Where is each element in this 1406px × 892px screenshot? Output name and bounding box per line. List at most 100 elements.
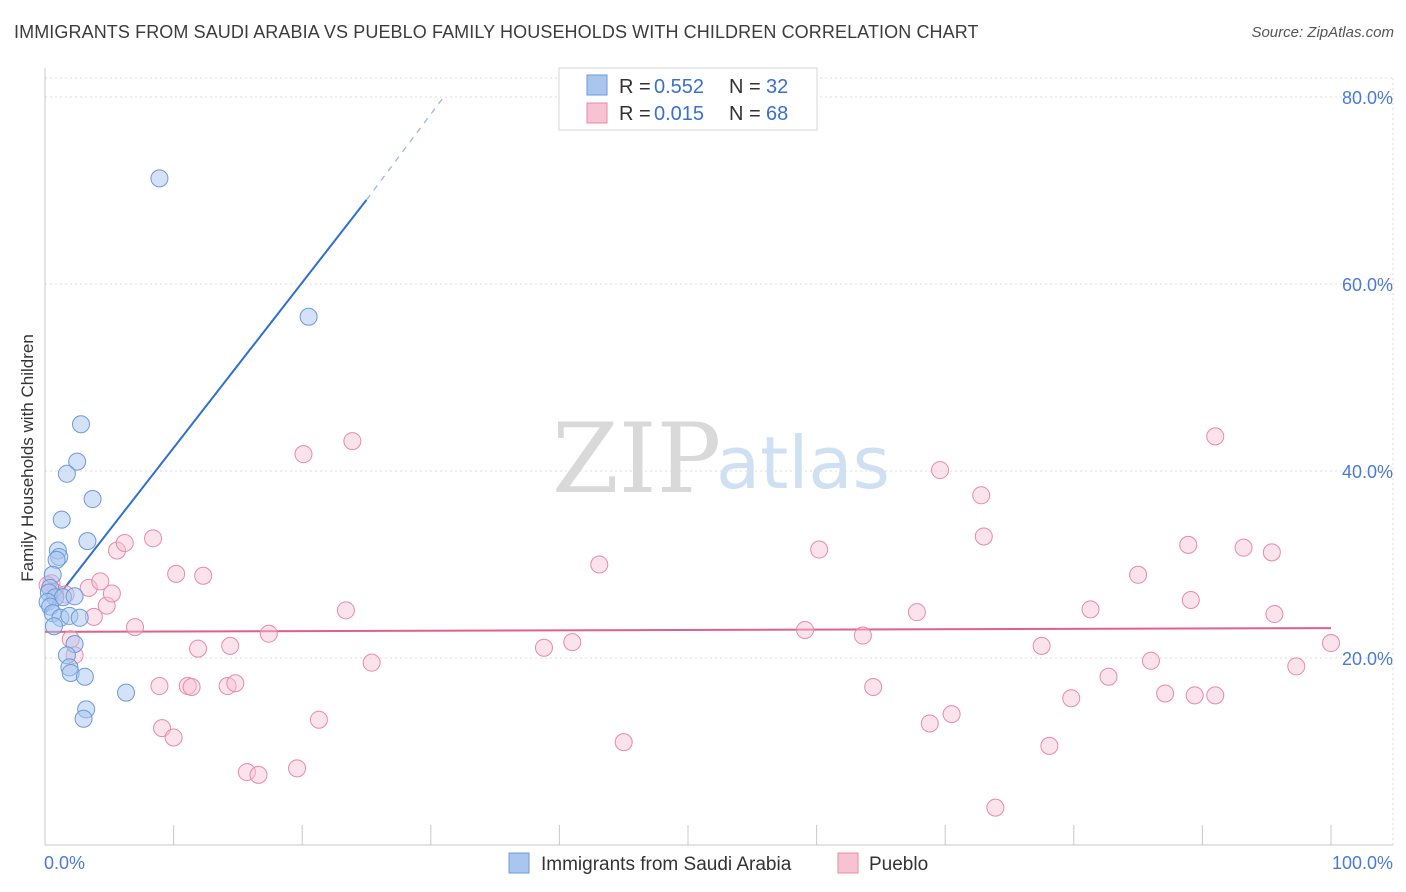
point-pueblo-13 <box>144 529 163 548</box>
point-pueblo-31 <box>336 601 355 620</box>
data-points <box>38 169 1340 817</box>
point-pueblo-54 <box>1129 565 1148 584</box>
point-pueblo-8 <box>97 596 116 615</box>
source-credit: Source: ZipAtlas.com <box>1251 24 1394 41</box>
point-pueblo-37 <box>614 733 633 752</box>
point-pueblo-43 <box>920 714 939 733</box>
point-saudi-arabia-7 <box>78 532 97 551</box>
point-pueblo-55 <box>1141 651 1160 670</box>
point-pueblo-30 <box>309 710 328 729</box>
point-saudi-arabia-3 <box>68 452 87 471</box>
point-pueblo-42 <box>907 603 926 622</box>
point-saudi-arabia-4 <box>57 464 76 483</box>
point-pueblo-50 <box>1040 736 1059 755</box>
watermark-zip: ZIP <box>552 403 721 515</box>
point-pueblo-29 <box>294 445 313 464</box>
point-pueblo-36 <box>590 555 609 574</box>
y-tick-label-80: 80.0% <box>1342 88 1393 108</box>
point-pueblo-44 <box>931 461 950 480</box>
point-pueblo-10 <box>108 541 127 560</box>
legend-swatch-pink <box>586 102 608 124</box>
point-pueblo-17 <box>167 564 186 583</box>
point-saudi-arabia-5 <box>83 490 102 509</box>
series-legend-label-pueblo: Pueblo <box>869 854 928 875</box>
point-pueblo-58 <box>1181 591 1200 610</box>
point-pueblo-40 <box>853 626 872 645</box>
point-pueblo-49 <box>1032 636 1051 655</box>
series-legend-swatch-blue <box>508 852 530 874</box>
correlation-legend: R = 0.552 N = 32 R = 0.015 N = 68 <box>558 67 818 131</box>
point-pueblo-39 <box>810 540 829 559</box>
point-pueblo-23 <box>221 636 240 655</box>
point-pueblo-11 <box>115 533 134 552</box>
legend-n-label-2: N = <box>729 103 761 125</box>
legend-r-label-1: R = <box>619 76 651 98</box>
point-saudi-arabia-2 <box>72 415 91 434</box>
legend-n-label-1: N = <box>729 76 761 98</box>
trend-line-pueblo <box>44 627 1332 633</box>
point-pueblo-16 <box>164 728 183 747</box>
point-saudi-arabia-16 <box>65 587 84 606</box>
legend-n-value-2: 68 <box>766 103 788 125</box>
point-pueblo-63 <box>1262 543 1281 562</box>
point-pueblo-62 <box>1234 538 1253 557</box>
point-saudi-arabia-6 <box>52 510 71 529</box>
y-tick-label-60: 60.0% <box>1342 275 1393 295</box>
legend-r-label-2: R = <box>619 103 651 125</box>
point-pueblo-56 <box>1156 684 1175 703</box>
x-tick-label-max: 100.0% <box>1332 853 1393 873</box>
point-pueblo-48 <box>986 798 1005 817</box>
point-pueblo-65 <box>1287 657 1306 676</box>
point-pueblo-35 <box>563 633 582 652</box>
point-pueblo-34 <box>534 638 553 657</box>
point-saudi-arabia-29 <box>117 683 136 702</box>
point-pueblo-20 <box>189 639 208 658</box>
chart-title: IMMIGRANTS FROM SAUDI ARABIA VS PUEBLO F… <box>14 22 979 42</box>
point-pueblo-32 <box>343 432 362 451</box>
point-saudi-arabia-23 <box>45 617 64 636</box>
point-pueblo-52 <box>1081 600 1100 619</box>
point-pueblo-24 <box>226 674 245 693</box>
point-pueblo-38 <box>796 620 815 639</box>
y-tick-label-20: 20.0% <box>1342 649 1393 669</box>
point-pueblo-12 <box>126 618 145 637</box>
point-pueblo-25 <box>237 763 256 782</box>
point-saudi-arabia-0 <box>150 169 169 188</box>
legend-r-value-2: 0.015 <box>654 103 704 125</box>
point-pueblo-46 <box>972 486 991 505</box>
point-pueblo-33 <box>362 653 381 672</box>
point-saudi-arabia-31 <box>74 709 93 728</box>
trend-lines <box>44 96 1332 633</box>
y-tick-label-40: 40.0% <box>1342 462 1393 482</box>
point-pueblo-7 <box>91 572 110 591</box>
point-pueblo-53 <box>1099 667 1118 686</box>
point-pueblo-66 <box>1322 634 1340 653</box>
series-legend: Immigrants from Saudi Arabia Pueblo <box>508 852 928 875</box>
point-pueblo-59 <box>1185 686 1204 705</box>
trend-line-saudi-arabia-extension <box>365 96 445 201</box>
axes: 20.0% 40.0% 60.0% 80.0% <box>44 68 1393 846</box>
point-pueblo-14 <box>150 677 169 696</box>
point-saudi-arabia-22 <box>70 608 89 627</box>
point-pueblo-21 <box>194 566 213 585</box>
y-axis-title: Family Households with Children <box>18 334 37 582</box>
legend-swatch-blue <box>586 74 608 96</box>
series-legend-swatch-pink <box>837 852 859 874</box>
point-pueblo-41 <box>864 677 883 696</box>
point-saudi-arabia-28 <box>75 667 94 686</box>
point-pueblo-57 <box>1179 535 1198 554</box>
legend-r-value-1: 0.552 <box>654 76 704 98</box>
trend-line-saudi-arabia <box>44 199 368 614</box>
legend-n-value-1: 32 <box>766 76 788 98</box>
point-pueblo-9 <box>102 584 121 603</box>
point-pueblo-5 <box>79 578 98 597</box>
point-pueblo-60 <box>1206 427 1225 446</box>
point-saudi-arabia-1 <box>299 307 318 326</box>
point-saudi-arabia-10 <box>47 550 66 569</box>
point-pueblo-47 <box>974 527 993 546</box>
point-pueblo-51 <box>1062 689 1081 708</box>
series-legend-label-saudi-arabia: Immigrants from Saudi Arabia <box>541 854 792 875</box>
x-tick-label-min: 0.0% <box>44 853 85 873</box>
point-pueblo-45 <box>942 705 961 724</box>
point-pueblo-28 <box>288 759 307 778</box>
